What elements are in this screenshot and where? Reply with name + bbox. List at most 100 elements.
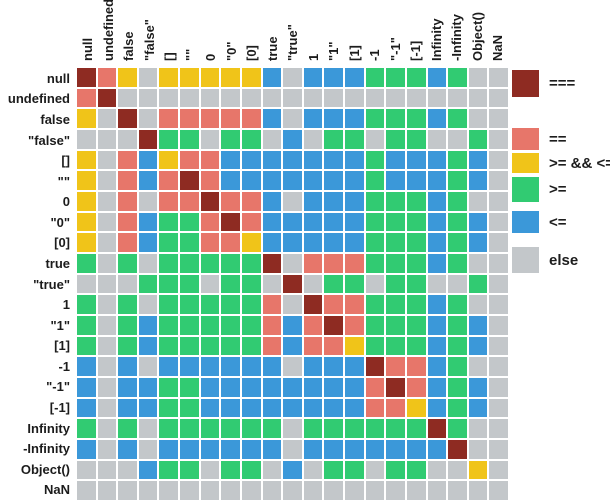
cell-object-vs-true [262,460,282,480]
cell-object-vs-a-1 [406,460,426,480]
cell-qfalseq-vs-a0 [241,129,261,149]
cell-null-vs-q0q [221,68,240,87]
cell-qfalseq-vs-false [118,129,137,149]
cell-infinity-vs-a [159,419,179,438]
cell--1-vs-a0 [241,357,261,376]
cell-a0-vs-true [262,233,282,252]
cell-qtrueq-vs-q1q [324,274,344,294]
cell-infinity-vs--infinity [448,419,467,438]
cell-a-1-vs-1 [303,398,323,418]
cell-qq-vs-false [118,171,137,190]
cell-q0q-vs-a [159,212,179,232]
cell-qq-vs-a0 [241,171,261,190]
cell-a-1-vs--infinity [448,398,467,418]
cell-q-1q-vs-null [77,377,96,397]
legend-label-v3: >= [549,181,567,198]
cell-qfalseq-vs--infinity [448,129,467,149]
cell-q0q-vs-false [118,212,137,232]
cell-infinity-vs-nan [489,419,508,438]
cell-a-vs-q0q [221,150,240,170]
cell--infinity-vs-q-1q [386,439,405,459]
cell-true-vs-nan [489,253,508,273]
cell-qq-vs-q1q [324,171,344,190]
cell-false-vs-a-1 [406,109,426,128]
cell--1-vs-false [118,357,137,376]
cell-qq-vs--1 [365,171,385,190]
cell-q0q-vs-a-1 [406,212,426,232]
cell-undefined-vs-1 [303,88,323,108]
row-label-a1: [1] [54,338,70,354]
cell-0-vs-qq [180,191,199,211]
col-header-a-1: [-1] [408,40,424,61]
cell-q0q-vs-undefined [97,212,117,232]
col-header-qtrueq: "true" [285,24,301,61]
col-header-undefined: undefined [100,0,116,61]
cell-1-vs--infinity [448,295,467,314]
cell-0-vs-infinity [427,191,447,211]
cell-null-vs-infinity [427,68,447,87]
cell-0-vs-false [118,191,137,211]
cell-a-vs-null [77,150,96,170]
legend-swatch-v4 [512,211,539,233]
cell-object-vs-q1q [324,460,344,480]
cell--1-vs-infinity [427,357,447,376]
cell-q0q-vs-true [262,212,282,232]
cell-0-vs--1 [365,191,385,211]
cell-a-vs-q-1q [386,150,405,170]
cell-a-1-vs-a [159,398,179,418]
cell-q0q-vs-object [468,212,488,232]
cell-1-vs-true [262,295,282,314]
cell-qtrueq-vs-nan [489,274,508,294]
cell-q1q-vs-nan [489,315,508,335]
cell-undefined-vs-null [77,88,96,108]
cell-1-vs-object [468,295,488,314]
cell-q0q-vs-null [77,212,96,232]
cell-a-vs-infinity [427,150,447,170]
cell-nan-vs-a0 [241,481,261,500]
cell-true-vs-a-1 [406,253,426,273]
cell-qq-vs-a1 [345,171,364,190]
cell-q-1q-vs-object [468,377,488,397]
cell-a1-vs-a0 [241,336,261,356]
cell-true-vs-0 [200,253,220,273]
cell-undefined-vs-a [159,88,179,108]
cell-q1q-vs-object [468,315,488,335]
cell--1-vs-q1q [324,357,344,376]
cell-a1-vs-true [262,336,282,356]
cell-a-1-vs-q-1q [386,398,405,418]
cell-a1-vs-false [118,336,137,356]
cell--1-vs-nan [489,357,508,376]
cell-object-vs-undefined [97,460,117,480]
cell-q0q-vs-q0q [221,212,240,232]
cell-false-vs-1 [303,109,323,128]
cell-q-1q-vs-a-1 [406,377,426,397]
cell-false-vs-q0q [221,109,240,128]
cell--1-vs-qtrueq [283,357,302,376]
cell-infinity-vs-0 [200,419,220,438]
cell-true-vs-true [262,253,282,273]
row-label-object: Object() [20,461,70,477]
cell-false-vs-null [77,109,96,128]
cell-a1-vs-1 [303,336,323,356]
cell-undefined-vs-q-1q [386,88,405,108]
cell-null-vs-qq [180,68,199,87]
cell-q-1q-vs-0 [200,377,220,397]
cell-undefined-vs-object [468,88,488,108]
legend-swatch-else [512,247,539,273]
cell-q0q-vs-a1 [345,212,364,232]
row-label-0: 0 [62,194,70,210]
cell-false-vs-undefined [97,109,117,128]
cell-a1-vs-undefined [97,336,117,356]
cell-a-1-vs-q0q [221,398,240,418]
cell-a0-vs-qfalseq [138,233,158,252]
cell-true-vs--1 [365,253,385,273]
cell-qtrueq-vs-a0 [241,274,261,294]
cell--infinity-vs-qtrueq [283,439,302,459]
cell-qq-vs-q0q [221,171,240,190]
cell-null-vs-null [77,68,96,87]
cell-nan-vs--infinity [448,481,467,500]
cell-1-vs-infinity [427,295,447,314]
cell-a-vs-false [118,150,137,170]
cell-a0-vs-q0q [221,233,240,252]
cell-a1-vs-nan [489,336,508,356]
